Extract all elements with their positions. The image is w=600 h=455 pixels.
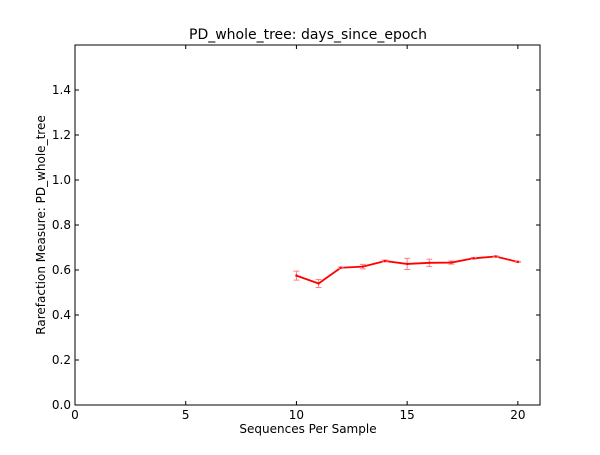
- data-point: [472, 257, 475, 260]
- x-tick-label: 10: [289, 408, 304, 422]
- series-layer: [293, 255, 521, 289]
- y-tick-label: 0.4: [52, 308, 71, 322]
- data-point: [405, 262, 409, 266]
- data-point: [516, 260, 520, 264]
- data-point: [317, 282, 320, 285]
- y-tick-label: 1.0: [52, 173, 71, 187]
- y-tick-label: 0.2: [52, 353, 71, 367]
- x-tick-label: 0: [71, 408, 79, 422]
- x-tick-label: 20: [510, 408, 525, 422]
- y-tick-label: 1.2: [52, 128, 71, 142]
- y-tick-label: 0.6: [52, 263, 71, 277]
- x-tick-label: 15: [400, 408, 415, 422]
- data-point: [450, 261, 453, 264]
- data-point: [339, 266, 342, 269]
- chart-title: PD_whole_tree: days_since_epoch: [189, 27, 427, 43]
- y-tick-label: 0.8: [52, 218, 71, 232]
- data-point: [494, 255, 497, 258]
- data-point: [295, 274, 298, 277]
- x-tick-label: 5: [182, 408, 190, 422]
- plot-frame: [74, 44, 541, 406]
- data-point: [383, 259, 387, 263]
- y-tick-label: 1.4: [52, 83, 71, 97]
- y-tick-label: 0.0: [52, 398, 71, 412]
- x-axis-label: Sequences Per Sample: [239, 422, 376, 436]
- y-axis-label: Rarefaction Measure: PD_whole_tree: [34, 115, 48, 334]
- data-point: [361, 265, 365, 268]
- data-point: [428, 261, 431, 264]
- x-axis-ticks: 0 5 10 15 20: [71, 45, 525, 422]
- y-axis-ticks: 0.0 0.2 0.4 0.6 0.8 1.0 1.2 1.4: [52, 83, 540, 412]
